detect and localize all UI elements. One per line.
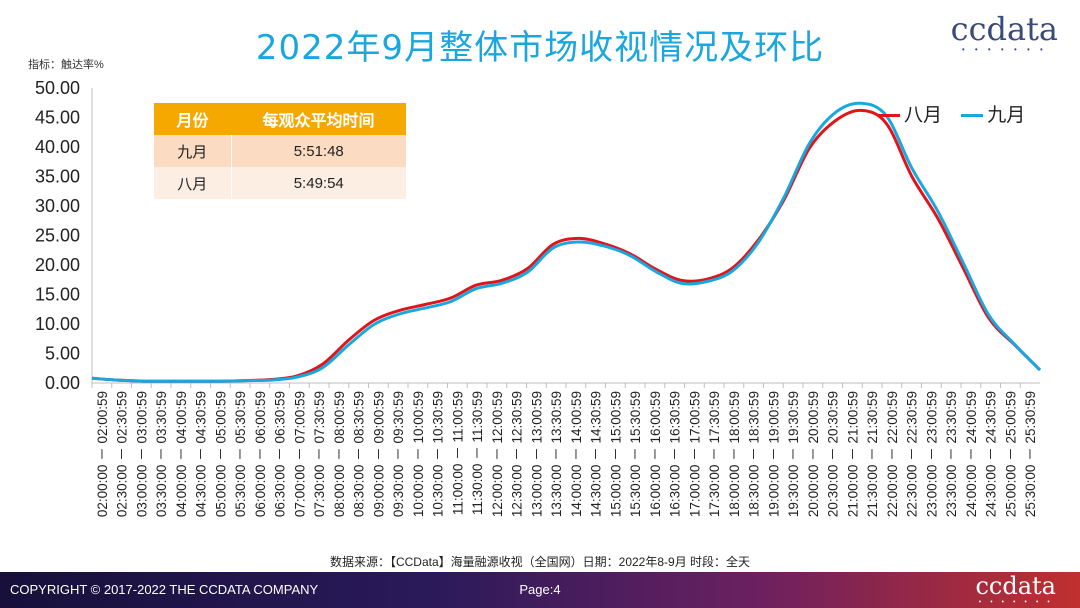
- x-tick-label: 04:30:00 － 04:30:59: [194, 391, 209, 517]
- x-tick-label: 09:30:00 － 09:30:59: [391, 391, 406, 517]
- y-tick-label: 45.00: [35, 108, 80, 128]
- x-tick-label: 18:00:00 － 18:00:59: [727, 391, 742, 517]
- table-cell-time: 5:51:48: [231, 135, 406, 167]
- page-number: Page:4: [519, 582, 561, 597]
- y-tick-label: 0.00: [45, 373, 80, 393]
- x-tick-label: 20:00:00 － 20:00:59: [806, 391, 821, 517]
- x-tick-label: 22:30:00 － 22:30:59: [905, 391, 920, 517]
- x-tick-label: 05:30:00 － 05:30:59: [233, 391, 248, 517]
- x-tick-label: 03:30:00 － 03:30:59: [154, 391, 169, 517]
- x-tick-label: 11:30:00 － 11:30:59: [470, 391, 485, 515]
- table-cell-time: 5:49:54: [231, 167, 406, 199]
- line-chart: 0.00 5.00 10.00 15.00 20.00 25.00 30.00 35.00 40…: [35, 78, 1042, 517]
- x-tick-label: 06:00:00 － 06:00:59: [253, 391, 268, 517]
- x-tick-label: 16:00:00 － 16:00:59: [648, 391, 663, 517]
- legend-swatch-blue: [961, 114, 984, 118]
- x-tick-label: 22:00:00 － 22:00:59: [885, 391, 900, 517]
- x-tick-label: 13:30:00 － 13:30:59: [549, 391, 564, 517]
- x-tick-label: 07:00:00 － 07:00:59: [292, 391, 307, 517]
- x-tick-label: 17:00:00 － 17:00:59: [687, 391, 702, 517]
- table-row: 九月 5:51:48: [154, 135, 406, 167]
- x-tick-label: 19:30:00 － 19:30:59: [786, 391, 801, 517]
- y-tick-label: 20.00: [35, 255, 80, 275]
- x-tick-label: 07:30:00 － 07:30:59: [312, 391, 327, 517]
- footer-logo-word: ccdata: [975, 572, 1056, 600]
- data-source-note: 数据来源：【CCData】海量融源收视（全国网）日期：2022年8-9月 时段：…: [329, 555, 751, 569]
- series-line-september: [91, 101, 1042, 383]
- x-tick-label: 08:00:00 － 08:00:59: [332, 391, 347, 517]
- x-tick-label: 18:30:00 － 18:30:59: [747, 391, 762, 517]
- y-tick-label: 50.00: [35, 78, 80, 98]
- x-tick-label: 23:00:00 － 23:00:59: [924, 391, 939, 517]
- x-tick-label: 06:30:00 － 06:30:59: [273, 391, 288, 517]
- y-tick-label: 5.00: [45, 344, 80, 364]
- x-tick-label: 19:00:00 － 19:00:59: [766, 391, 781, 517]
- avg-time-table: 月份 每观众平均时间 九月 5:51:48 八月 5:49:54: [154, 103, 406, 199]
- series-lines: [91, 101, 1042, 383]
- x-tick-label: 24:30:00 － 24:30:59: [984, 391, 999, 517]
- x-tick-label: 15:30:00 － 15:30:59: [628, 391, 643, 517]
- y-tick-label: 30.00: [35, 196, 80, 216]
- ccdata-logo: ccdata • • • • • • •: [951, 12, 1058, 54]
- x-tick-label: 21:30:00 － 21:30:59: [865, 391, 880, 517]
- x-tick-label: 10:00:00 － 10:00:59: [411, 391, 426, 517]
- x-tick-label: 14:00:00 － 14:00:59: [569, 391, 584, 517]
- y-tick-label: 25.00: [35, 226, 80, 246]
- table-cell-month: 九月: [154, 135, 232, 167]
- footer-bar: COPYRIGHT © 2017-2022 THE CCDATA COMPANY…: [0, 572, 1080, 608]
- x-tick-label: 11:00:00 － 11:00:59: [450, 391, 465, 515]
- logo-dots: • • • • • • •: [961, 45, 1047, 54]
- table-header-month: 月份: [154, 103, 231, 135]
- x-tick-label: 20:30:00 － 20:30:59: [826, 391, 841, 517]
- x-axis: 02:00:00 － 02:00:59 02:30:00 － 02:30:59 03…: [91, 382, 1040, 517]
- x-tick-label: 04:00:00 － 04:00:59: [174, 391, 189, 517]
- legend-swatch-red: [878, 114, 900, 118]
- footer-logo: ccdata • • • • • • •: [975, 572, 1056, 606]
- x-tick-label: 23:30:00 － 23:30:59: [944, 391, 959, 517]
- x-tick-label: 02:00:00 － 02:00:59: [95, 391, 110, 517]
- x-tick-label: 05:00:00 － 05:00:59: [213, 391, 228, 517]
- page-title: 2022年9月整体市场收视情况及环比: [255, 28, 825, 68]
- x-tick-label: 09:00:00 － 09:00:59: [371, 391, 386, 517]
- x-tick-label: 21:00:00 － 21:00:59: [845, 391, 860, 517]
- x-tick-label: 12:00:00 － 12:00:59: [490, 391, 505, 517]
- table-header-avg-time: 每观众平均时间: [231, 103, 406, 135]
- table-header-row: 月份 每观众平均时间: [154, 103, 406, 135]
- legend-item-august: 八月: [878, 100, 942, 127]
- legend-item-september: 九月: [961, 100, 1025, 127]
- x-tick-label: 03:00:00 － 03:00:59: [134, 391, 149, 517]
- y-tick-label: 10.00: [35, 314, 80, 334]
- y-tick-label: 35.00: [35, 167, 80, 187]
- y-tick-label: 15.00: [35, 285, 80, 305]
- x-tick-label: 25:30:00 － 25:30:59: [1023, 391, 1038, 517]
- copyright-text: COPYRIGHT © 2017-2022 THE CCDATA COMPANY: [10, 582, 319, 597]
- x-tick-label: 17:30:00 － 17:30:59: [707, 391, 722, 517]
- logo-word: ccdata: [950, 10, 1058, 48]
- y-axis-label: 指标：触达率%: [28, 59, 104, 71]
- footer-logo-dots: • • • • • • •: [978, 599, 1054, 606]
- table-row: 八月 5:49:54: [154, 167, 406, 199]
- legend-label: 八月: [904, 105, 943, 126]
- x-tick-label: 02:30:00 － 02:30:59: [115, 391, 130, 517]
- chart-legend: 八月 九月: [878, 100, 1039, 127]
- x-tick-label: 15:00:00 － 15:00:59: [608, 391, 623, 517]
- x-tick-label: 14:30:00 － 14:30:59: [589, 391, 604, 517]
- table-cell-month: 八月: [154, 167, 232, 199]
- x-tick-label: 08:30:00 － 08:30:59: [352, 391, 367, 517]
- x-tick-label: 13:00:00 － 13:00:59: [529, 391, 544, 517]
- x-tick-label: 24:00:00 － 24:00:59: [964, 391, 979, 517]
- y-tick-label: 40.00: [35, 137, 80, 157]
- x-tick-label: 16:30:00 － 16:30:59: [668, 391, 683, 517]
- x-tick-label: 12:30:00 － 12:30:59: [510, 391, 525, 517]
- y-axis: 0.00 5.00 10.00 15.00 20.00 25.00 30.00 35.00 40…: [35, 78, 93, 393]
- x-tick-label: 25:00:00 － 25:00:59: [1003, 391, 1018, 517]
- legend-label: 九月: [987, 105, 1026, 126]
- x-tick-label: 10:30:00 － 10:30:59: [431, 391, 446, 517]
